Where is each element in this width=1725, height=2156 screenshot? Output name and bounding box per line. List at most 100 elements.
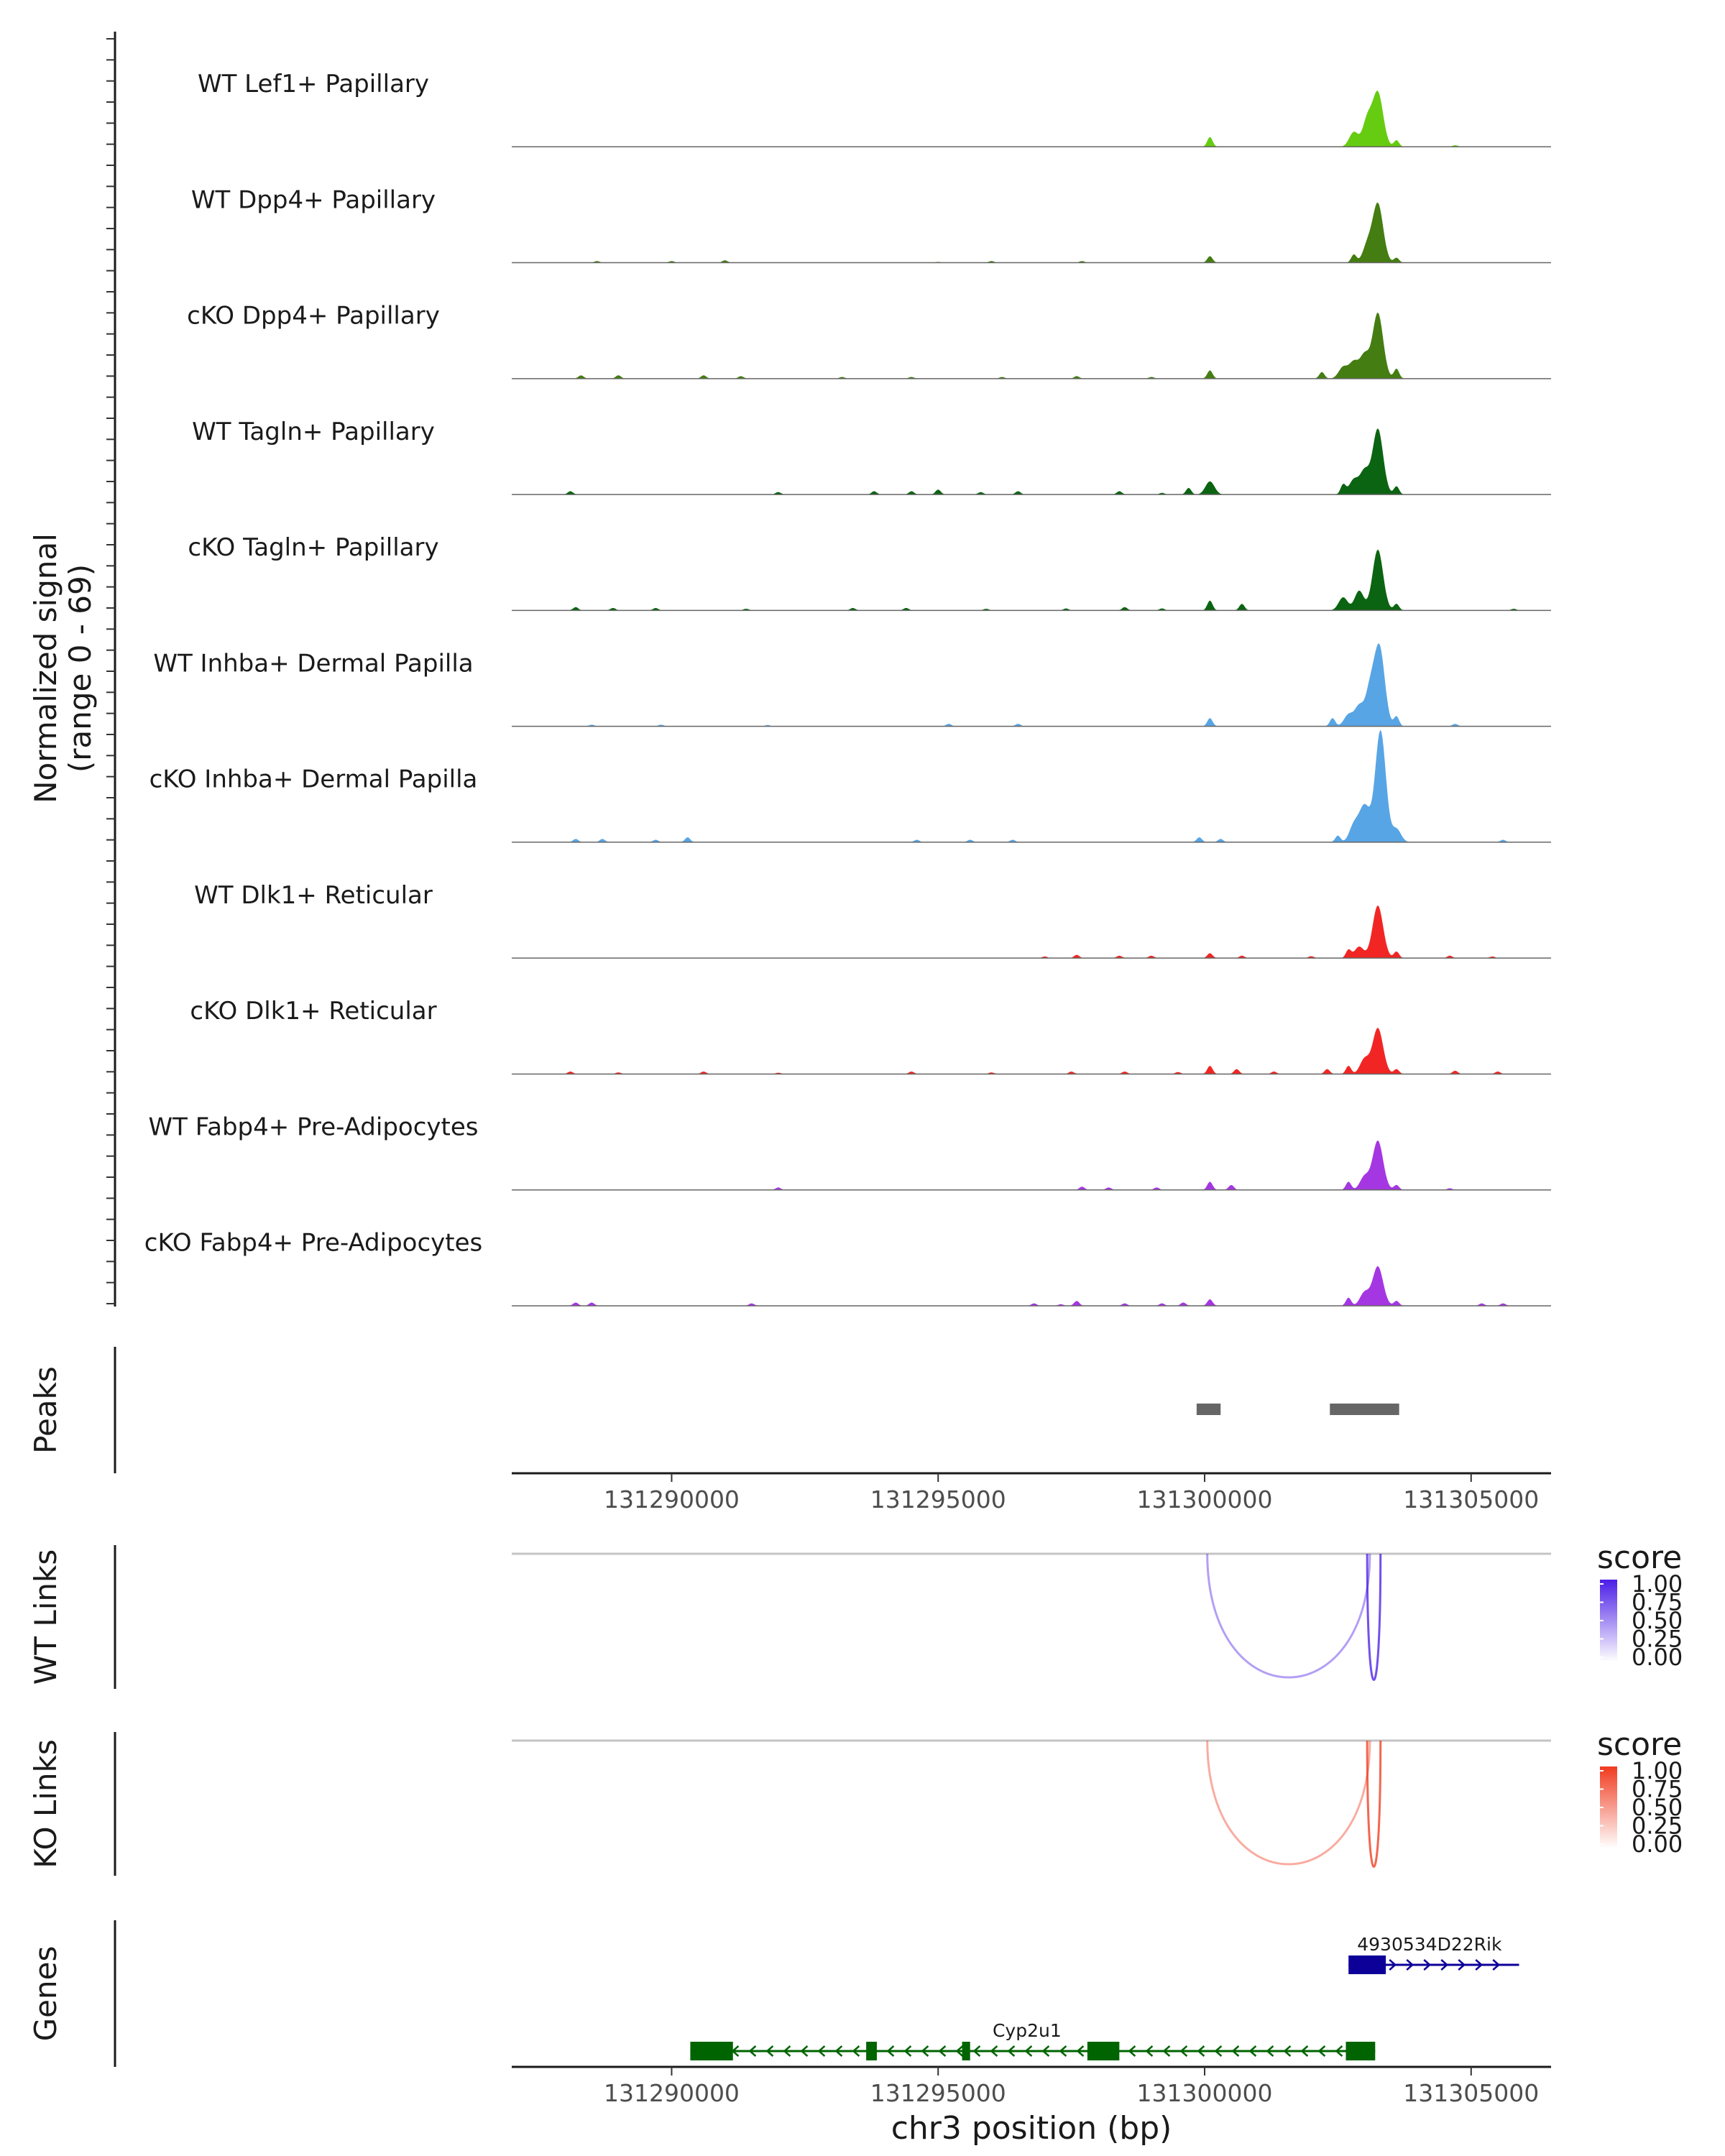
strand-chevron bbox=[1162, 2045, 1171, 2057]
strand-chevron bbox=[852, 2045, 860, 2057]
track-label: cKO Inhba+ Dermal Papilla bbox=[150, 765, 478, 794]
coverage-area bbox=[512, 1266, 1551, 1306]
coverage-area bbox=[512, 312, 1551, 379]
strand-chevron bbox=[903, 2045, 912, 2057]
legend-tick-label: 0.50 bbox=[1632, 1794, 1683, 1821]
strand-chevron bbox=[1197, 2045, 1205, 2057]
coverage-area bbox=[512, 1140, 1551, 1190]
legend-tick-label: 1.00 bbox=[1632, 1570, 1683, 1598]
legend-tick-label: 0.75 bbox=[1632, 1776, 1683, 1803]
x-tick-label: 131305000 bbox=[1403, 2079, 1539, 2107]
coverage-area bbox=[512, 1028, 1551, 1074]
track-label: cKO Tagln+ Papillary bbox=[188, 533, 438, 562]
strand-chevron bbox=[1145, 2045, 1154, 2057]
track-label: WT Dpp4+ Papillary bbox=[191, 185, 436, 214]
coverage-area bbox=[512, 729, 1551, 842]
link-arc bbox=[1366, 1740, 1382, 1868]
strand-chevron bbox=[1475, 1959, 1484, 1971]
strand-chevron bbox=[1389, 1959, 1397, 1971]
gene-exon bbox=[866, 2042, 877, 2060]
legend-tick-label: 0.75 bbox=[1632, 1589, 1683, 1616]
genes-panel: Genes 4930534D22Rik Cyp2u1 131290000 1312950… bbox=[28, 1920, 1551, 2147]
links-label: KO Links bbox=[28, 1739, 63, 1869]
legend-tick-label: 0.25 bbox=[1632, 1626, 1683, 1653]
strand-chevron bbox=[1423, 1959, 1432, 1971]
track-label: cKO Dpp4+ Papillary bbox=[187, 302, 440, 331]
links-label: WT Links bbox=[28, 1549, 63, 1685]
y-axis-title-line-2: (range 0 - 69) bbox=[63, 564, 98, 773]
strand-chevron bbox=[1076, 2045, 1085, 2057]
strand-chevron bbox=[817, 2045, 826, 2057]
strand-chevron bbox=[765, 2045, 774, 2057]
gene-name: 4930534D22Rik bbox=[1357, 1934, 1502, 1955]
legend-tick-label: 1.00 bbox=[1632, 1757, 1683, 1784]
strand-chevron bbox=[783, 2045, 791, 2057]
coverage-area bbox=[512, 91, 1551, 147]
strand-chevron bbox=[800, 2045, 809, 2057]
gene-exon bbox=[690, 2042, 733, 2060]
x-tick-label: 131305000 bbox=[1403, 1485, 1539, 1514]
track-label: WT Lef1+ Papillary bbox=[198, 70, 429, 98]
peaks-label: Peaks bbox=[28, 1366, 63, 1454]
signal-y-axis-title: Normalized signal(range 0 - 69) bbox=[28, 533, 98, 803]
track-label: WT Dlk1+ Reticular bbox=[194, 881, 433, 910]
strand-chevron bbox=[921, 2045, 929, 2057]
y-axis-title-line-1: Normalized signal bbox=[28, 533, 63, 803]
peaks-panel: Peaks 131290000 131295000 131300000 13130500… bbox=[28, 1347, 1551, 1514]
x-tick-label: 131300000 bbox=[1137, 1485, 1273, 1514]
strand-chevron bbox=[990, 2045, 998, 2057]
strand-chevron bbox=[1248, 2045, 1257, 2057]
peak-region bbox=[1330, 1404, 1399, 1415]
strand-chevron bbox=[1007, 2045, 1016, 2057]
strand-chevron bbox=[1317, 2045, 1326, 2057]
gene-name: Cyp2u1 bbox=[993, 2020, 1062, 2041]
link-arc bbox=[1206, 1553, 1371, 1679]
legend-tick-label: 0.00 bbox=[1632, 1644, 1683, 1671]
strand-chevron bbox=[1458, 1959, 1466, 1971]
x-tick-label: 131290000 bbox=[604, 2079, 740, 2107]
coverage-area bbox=[512, 202, 1551, 263]
x-tick-label: 131290000 bbox=[604, 1485, 740, 1514]
strand-chevron bbox=[1059, 2045, 1067, 2057]
gene-exon bbox=[1348, 1955, 1386, 1974]
strand-chevron bbox=[1283, 2045, 1292, 2057]
x-tick-label: 131295000 bbox=[870, 1485, 1006, 1514]
gene-exon bbox=[962, 2042, 970, 2060]
x-tick-label: 131295000 bbox=[870, 2079, 1006, 2107]
link-arc bbox=[1366, 1553, 1382, 1681]
track-label: WT Tagln+ Papillary bbox=[192, 418, 435, 446]
peak-region bbox=[1196, 1404, 1221, 1415]
legend-title: score bbox=[1597, 1726, 1682, 1763]
strand-chevron bbox=[748, 2045, 757, 2057]
coverage-area bbox=[512, 549, 1551, 611]
legend-tick-label: 0.25 bbox=[1632, 1812, 1683, 1840]
strand-chevron bbox=[1024, 2045, 1033, 2057]
track-label: WT Fabp4+ Pre-Adipocytes bbox=[149, 1112, 479, 1141]
track-label: cKO Dlk1+ Reticular bbox=[190, 997, 436, 1026]
strand-chevron bbox=[1266, 2045, 1274, 2057]
strand-chevron bbox=[1440, 1959, 1449, 1971]
link-arc bbox=[1206, 1740, 1371, 1866]
coverage-area bbox=[512, 643, 1551, 727]
coverage-panel: Normalized signal(range 0 - 69) WT Lef1+ … bbox=[28, 32, 1551, 1307]
strand-chevron bbox=[1214, 2045, 1223, 2057]
strand-chevron bbox=[1335, 2045, 1343, 2057]
strand-chevron bbox=[834, 2045, 843, 2057]
coverage-area bbox=[512, 428, 1551, 495]
strand-chevron bbox=[1128, 2045, 1136, 2057]
strand-chevron bbox=[938, 2045, 947, 2057]
strand-chevron bbox=[1041, 2045, 1050, 2057]
strand-chevron bbox=[955, 2045, 964, 2057]
gene-exon bbox=[1087, 2042, 1120, 2060]
coverage-area bbox=[512, 905, 1551, 959]
strand-chevron bbox=[972, 2045, 981, 2057]
strand-chevron bbox=[1231, 2045, 1240, 2057]
strand-chevron bbox=[886, 2045, 895, 2057]
x-tick-label: 131300000 bbox=[1137, 2079, 1273, 2107]
strand-chevron bbox=[1492, 1959, 1501, 1971]
genes-label: Genes bbox=[28, 1946, 63, 2042]
strand-chevron bbox=[1300, 2045, 1309, 2057]
strand-chevron bbox=[1179, 2045, 1188, 2057]
